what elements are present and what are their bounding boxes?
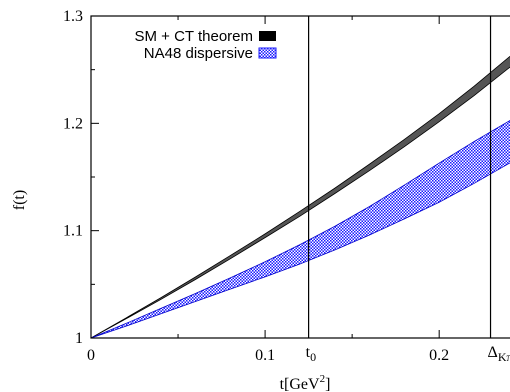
legend: SM + CT theorem NA48 dispersive: [134, 28, 277, 62]
y-tick-label-3: 1.3: [63, 8, 83, 25]
vertical-line-labels: t0 ΔKπ: [306, 344, 510, 364]
y-tick-label-0: 1: [75, 330, 83, 347]
x-ticks: 0 0.1 0.2: [87, 16, 449, 364]
legend-swatch-na48: [258, 47, 277, 59]
legend-label-na48: NA48 dispersive: [144, 45, 253, 62]
y-axis-label: f(t): [11, 190, 28, 210]
y-tick-label-2: 1.2: [63, 115, 83, 132]
x-tick-label-2: 0.2: [429, 347, 449, 364]
x-axis-label: t[GeV2]: [280, 373, 331, 392]
x-tick-label-0: 0: [87, 347, 95, 364]
legend-swatch-sm: [259, 31, 276, 41]
y-ticks: 1 1.1 1.2 1.3: [63, 8, 99, 347]
vertical-lines: [308, 16, 492, 338]
vline-label-0: t0: [306, 344, 316, 364]
vline-label-1: ΔKπ: [488, 344, 510, 364]
band-na48: [91, 120, 510, 338]
bands: [91, 55, 510, 338]
y-tick-label-1: 1.1: [63, 223, 83, 240]
x-axis-label-close: ]: [325, 376, 330, 392]
band-sm-ct: [91, 55, 510, 338]
x-axis-label-base: t[GeV: [280, 376, 320, 392]
legend-label-sm: SM + CT theorem: [134, 28, 253, 45]
x-tick-label-1: 0.1: [255, 347, 275, 364]
x-axis-label-sup: 2: [320, 373, 326, 385]
